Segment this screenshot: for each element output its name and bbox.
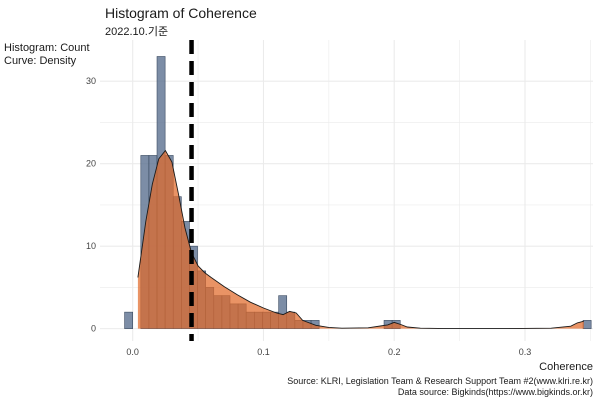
density-curve	[137, 149, 584, 330]
density-area	[137, 150, 584, 329]
y-tick-label: 10	[86, 241, 96, 251]
x-tick-label: 0.2	[388, 347, 401, 357]
x-tick-label: 0.0	[126, 347, 139, 357]
x-tick-label: 0.1	[257, 347, 270, 357]
x-tick-label: 0.3	[519, 347, 532, 357]
x-tick-labels: 0.0 0.1 0.2 0.3	[126, 347, 531, 357]
density-curve-layer	[137, 149, 584, 330]
y-axis-label-line-2: Curve: Density	[4, 55, 77, 67]
chart-subtitle: 2022.10.기준	[105, 25, 168, 38]
y-tick-labels: 0 10 20 30	[86, 76, 96, 333]
y-tick-label: 20	[86, 159, 96, 169]
y-tick-label: 30	[86, 76, 96, 86]
y-tick-label: 0	[91, 324, 96, 334]
y-axis-label-line-1: Histogram: Count	[4, 42, 90, 54]
caption-source: Source: KLRI, Legislation Team & Researc…	[287, 376, 593, 386]
histogram-bar	[124, 311, 133, 329]
histogram-bar	[582, 320, 592, 329]
chart-title: Histogram of Coherence	[105, 5, 257, 21]
caption-data-source: Data source: Bigkinds(https://www.bigkin…	[398, 387, 593, 397]
x-axis-label: Coherence	[539, 361, 593, 373]
